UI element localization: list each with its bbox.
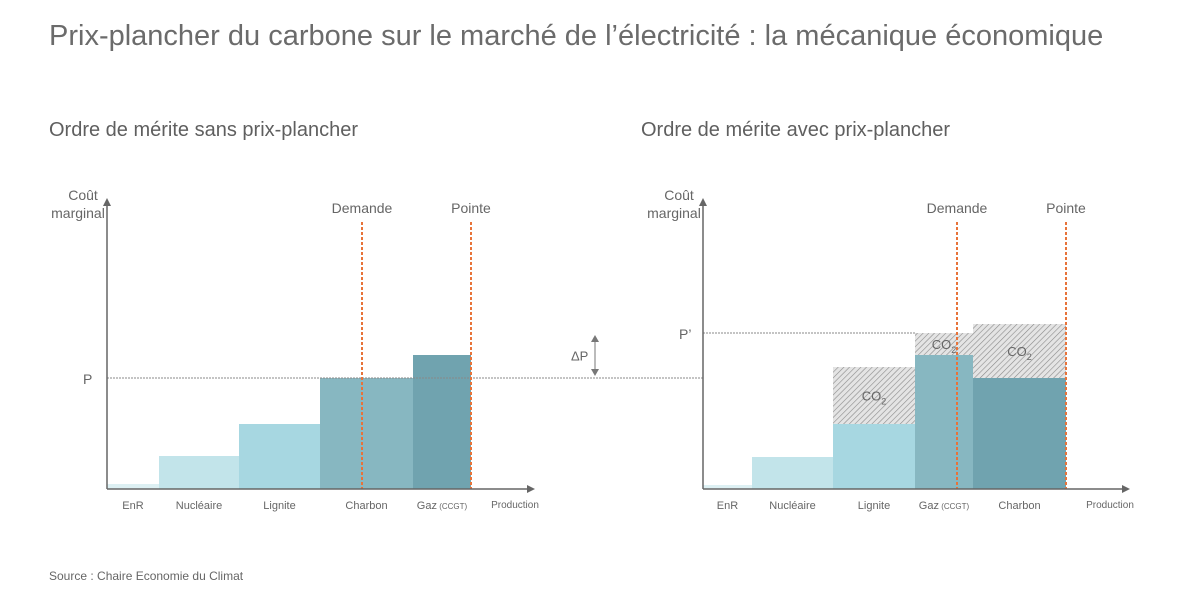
co2-cost-block <box>915 333 973 355</box>
bar-label: Gaz (CCGT) <box>919 500 970 512</box>
bar-nucléaire <box>159 456 239 489</box>
left-chart-title: Ordre de mérite sans prix-plancher <box>49 119 359 141</box>
x-axis-label: Production <box>1086 500 1134 511</box>
x-axis-arrow-icon <box>1122 485 1130 493</box>
arrow-down-icon <box>591 369 599 376</box>
y-axis-label-line1: Coût <box>664 187 694 203</box>
bar-label: Nucléaire <box>176 500 222 512</box>
y-axis-arrow-icon <box>699 198 707 206</box>
co2-label: CO2 <box>862 389 887 407</box>
bar-label: EnR <box>717 500 738 512</box>
co2-label: CO2 <box>1007 344 1032 362</box>
y-axis-label-line2: marginal <box>647 205 701 221</box>
bar-lignite <box>833 424 915 489</box>
demand-label: Demande <box>332 200 393 216</box>
page-title: Prix-plancher du carbone sur le marché d… <box>49 20 1104 52</box>
new-price-label: P’ <box>679 326 691 342</box>
bar-label: EnR <box>122 500 143 512</box>
co2-cost-block <box>973 324 1066 378</box>
co2-cost-block <box>833 367 915 424</box>
bar-nucléaire <box>752 457 833 489</box>
x-axis-label: Production <box>491 500 539 511</box>
bar-label: Lignite <box>263 500 295 512</box>
y-axis-arrow-icon <box>103 198 111 206</box>
bar-label: Gaz (CCGT) <box>417 500 468 512</box>
delta-p-label: ΔP <box>571 349 588 364</box>
bar-lignite <box>239 424 320 489</box>
bar-enr <box>107 484 159 489</box>
demand-label: Demande <box>927 200 988 216</box>
bar-label: Charbon <box>998 500 1040 512</box>
y-axis-label-line2: marginal <box>51 205 105 221</box>
x-axis-arrow-icon <box>527 485 535 493</box>
price-label: P <box>83 371 92 387</box>
arrow-up-icon <box>591 335 599 342</box>
right-chart-title: Ordre de mérite avec prix-plancher <box>641 119 951 141</box>
bar-enr <box>703 485 752 489</box>
bar-charbon <box>973 378 1066 489</box>
bar-gaz <box>915 355 973 489</box>
co2-label: CO2 <box>932 337 957 355</box>
bar-charbon <box>320 378 413 489</box>
peak-label: Pointe <box>1046 200 1086 216</box>
peak-label: Pointe <box>451 200 491 216</box>
bar-label: Lignite <box>858 500 890 512</box>
bar-label: Nucléaire <box>769 500 815 512</box>
source-note: Source : Chaire Economie du Climat <box>49 569 244 583</box>
y-axis-label-line1: Coût <box>68 187 98 203</box>
bar-label: Charbon <box>345 500 387 512</box>
bar-gaz <box>413 355 471 489</box>
